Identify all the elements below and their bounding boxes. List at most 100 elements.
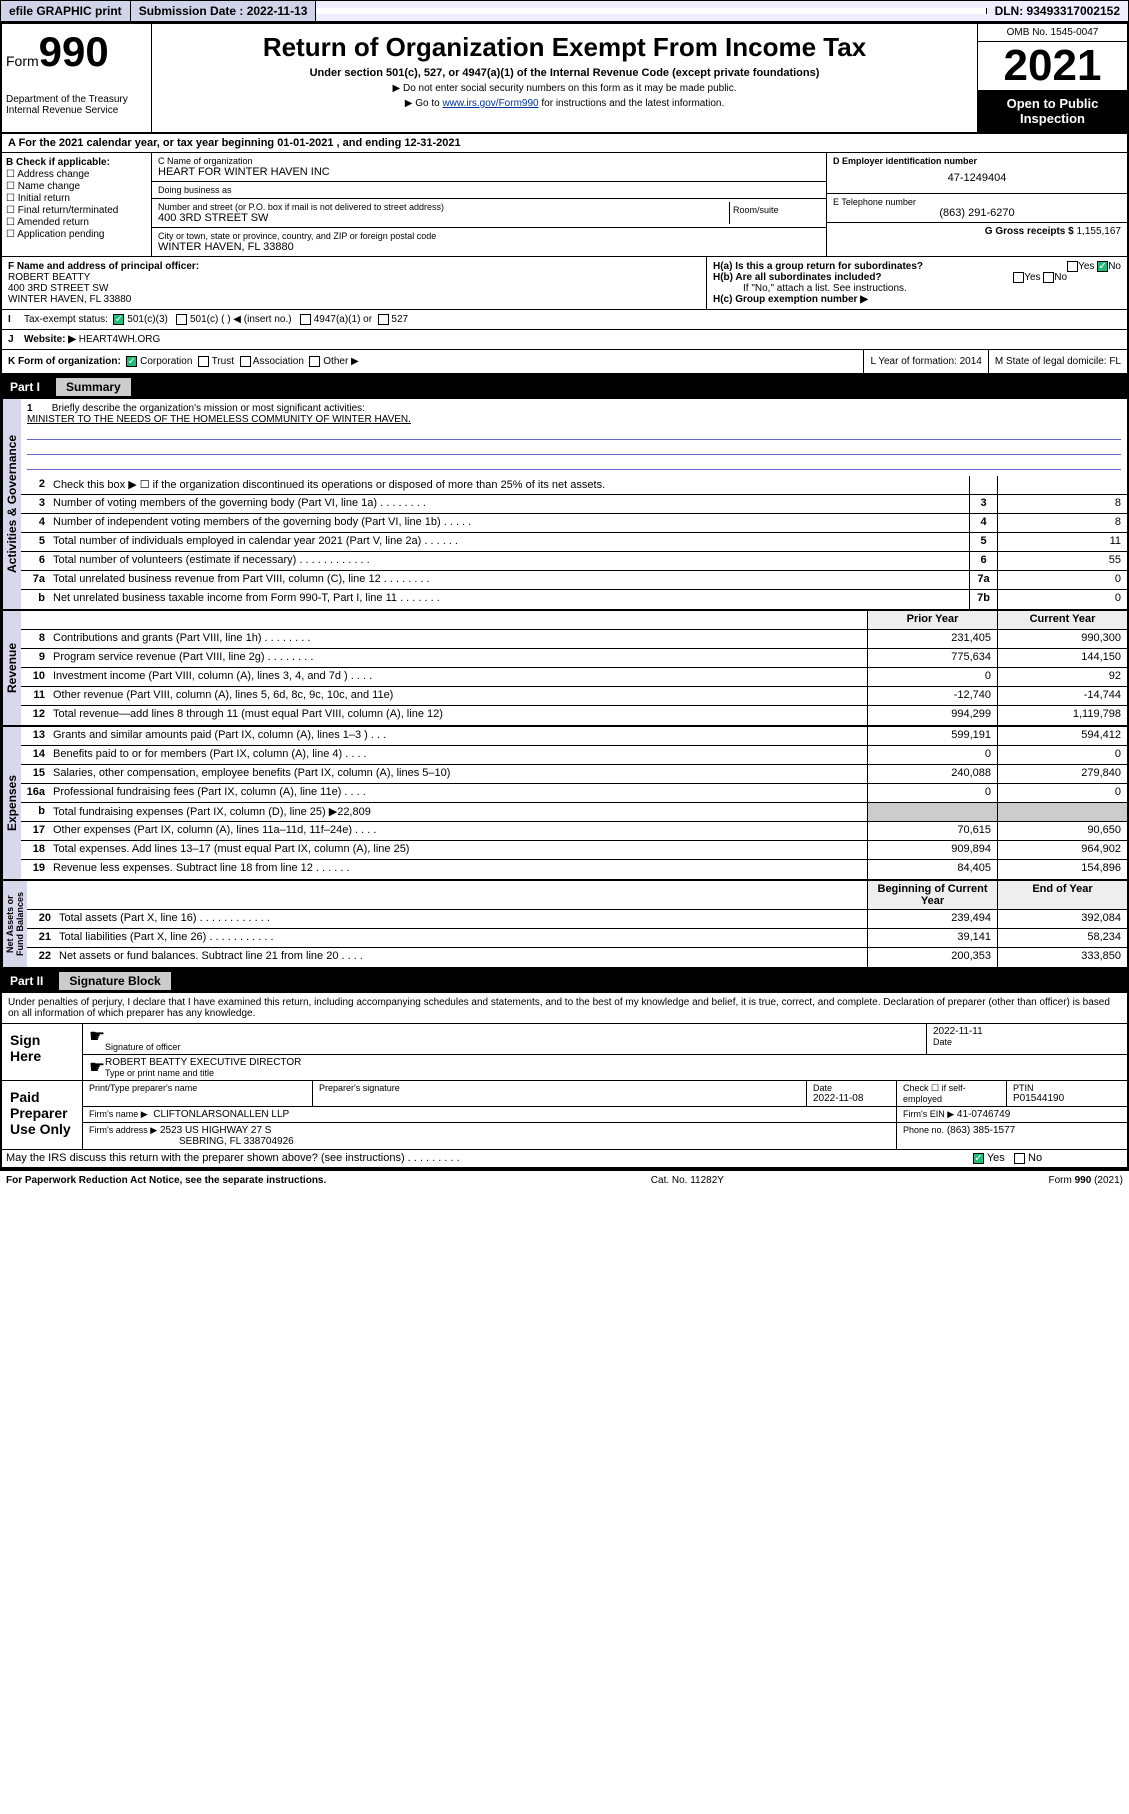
chk-initial[interactable]: Initial return (6, 193, 147, 204)
vtab-ag: Activities & Governance (2, 399, 21, 609)
officer-typed: ROBERT BEATTY EXECUTIVE DIRECTOR (105, 1057, 1121, 1068)
col-de: D Employer identification number 47-1249… (827, 153, 1127, 256)
gross-lbl: G Gross receipts $ (985, 226, 1077, 237)
footer: For Paperwork Reduction Act Notice, see … (0, 1171, 1129, 1190)
part2-hdr: Part II Signature Block (2, 969, 1127, 993)
line-b: bTotal fundraising expenses (Part IX, co… (21, 803, 1127, 822)
form-header: Form990 Department of the Treasury Inter… (2, 24, 1127, 134)
paid-prep-row: Paid Preparer Use Only Print/Type prepar… (2, 1081, 1127, 1150)
hb-no-box[interactable] (1043, 272, 1054, 283)
527-box[interactable] (378, 314, 389, 325)
city-lbl: City or town, state or province, country… (158, 231, 820, 241)
sig-officer-lbl: Signature of officer (105, 1042, 920, 1052)
ha-yes-box[interactable] (1067, 261, 1078, 272)
line-20: 20Total assets (Part X, line 16) . . . .… (27, 910, 1127, 929)
line-16a: 16aProfessional fundraising fees (Part I… (21, 784, 1127, 803)
ha-lbl: H(a) Is this a group return for subordin… (713, 261, 923, 272)
topbar-spacer (316, 8, 986, 14)
k-lbl: K Form of organization: (8, 356, 121, 367)
form-title: Return of Organization Exempt From Incom… (156, 32, 973, 63)
entity-block: B Check if applicable: Address change Na… (2, 153, 1127, 257)
k-trust-box[interactable] (198, 356, 209, 367)
form-ref: Form 990 (2021) (1049, 1175, 1123, 1186)
header-left: Form990 Department of the Treasury Inter… (2, 24, 152, 132)
chk-address[interactable]: Address change (6, 169, 147, 180)
ha-no-box[interactable] (1097, 261, 1108, 272)
sec-expenses: Expenses 13Grants and similar amounts pa… (2, 727, 1127, 881)
row-j: J Website: ▶ HEART4WH.ORG (2, 330, 1127, 350)
sig-date-lbl: Date (933, 1037, 1121, 1047)
sig-intro: Under penalties of perjury, I declare th… (2, 993, 1127, 1024)
city: WINTER HAVEN, FL 33880 (158, 241, 820, 253)
501c3-box[interactable] (113, 314, 124, 325)
line-11: 11Other revenue (Part VIII, column (A), … (21, 687, 1127, 706)
chk-final[interactable]: Final return/terminated (6, 205, 147, 216)
na-hdr: Beginning of Current Year End of Year (27, 881, 1127, 910)
room-lbl: Room/suite (730, 202, 820, 224)
org-name-lbl: C Name of organization (158, 156, 820, 166)
org-name: HEART FOR WINTER HAVEN INC (158, 166, 820, 178)
chk-name[interactable]: Name change (6, 181, 147, 192)
chk-amended[interactable]: Amended return (6, 217, 147, 228)
line-17: 17Other expenses (Part IX, column (A), l… (21, 822, 1127, 841)
line-5: 5Total number of individuals employed in… (21, 533, 1127, 552)
vtab-exp: Expenses (2, 727, 21, 879)
sec-revenue: Revenue Prior Year Current Year 8Contrib… (2, 611, 1127, 727)
form-990: Form990 Department of the Treasury Inter… (0, 22, 1129, 1171)
hb-note: If "No," attach a list. See instructions… (713, 283, 1121, 294)
line-2: 2Check this box ▶ ☐ if the organization … (21, 476, 1127, 495)
irs-yes-box[interactable] (973, 1153, 984, 1164)
4947-box[interactable] (300, 314, 311, 325)
chk-pending[interactable]: Application pending (6, 229, 147, 240)
paid-prep-lbl: Paid Preparer Use Only (2, 1081, 82, 1149)
part1-hdr: Part I Summary (2, 375, 1127, 399)
submission-date: Submission Date : 2022-11-13 (131, 1, 317, 21)
line-10: 10Investment income (Part VIII, column (… (21, 668, 1127, 687)
dba-lbl: Doing business as (158, 185, 820, 195)
pra-notice: For Paperwork Reduction Act Notice, see … (6, 1175, 326, 1186)
line-7a: 7aTotal unrelated business revenue from … (21, 571, 1127, 590)
hc-lbl: H(c) Group exemption number ▶ (713, 294, 868, 305)
line-13: 13Grants and similar amounts paid (Part … (21, 727, 1127, 746)
l-year: L Year of formation: 2014 (864, 350, 988, 373)
line-15: 15Salaries, other compensation, employee… (21, 765, 1127, 784)
dln: DLN: 93493317002152 (987, 1, 1128, 21)
header-right: OMB No. 1545-0047 2021 Open to Public In… (977, 24, 1127, 132)
ein-lbl: D Employer identification number (833, 156, 1121, 166)
officer-name: ROBERT BEATTY (8, 272, 700, 283)
addr-lbl: Number and street (or P.O. box if mail i… (158, 202, 729, 212)
street: 400 3RD STREET SW (158, 212, 729, 224)
irs-no-box[interactable] (1014, 1153, 1025, 1164)
efile-btn[interactable]: efile GRAPHIC print (1, 1, 131, 21)
mission-txt: MINISTER TO THE NEEDS OF THE HOMELESS CO… (27, 414, 411, 425)
note-ssn: Do not enter social security numbers on … (156, 83, 973, 94)
line-6: 6Total number of volunteers (estimate if… (21, 552, 1127, 571)
may-irs-row: May the IRS discuss this return with the… (2, 1150, 1127, 1169)
sec-activities: Activities & Governance 1 Briefly descri… (2, 399, 1127, 611)
col-b-hdr: B Check if applicable: (6, 157, 147, 168)
k-other-box[interactable] (309, 356, 320, 367)
line-19: 19Revenue less expenses. Subtract line 1… (21, 860, 1127, 879)
sig-date: 2022-11-11 (933, 1026, 1121, 1037)
rev-hdr: Prior Year Current Year (21, 611, 1127, 630)
row-i: I Tax-exempt status: 501(c)(3) 501(c) ( … (2, 310, 1127, 330)
line-21: 21Total liabilities (Part X, line 26) . … (27, 929, 1127, 948)
501c-box[interactable] (176, 314, 187, 325)
ein: 47-1249404 (833, 166, 1121, 190)
officer-addr1: 400 3RD STREET SW (8, 283, 700, 294)
gross-val: 1,155,167 (1077, 226, 1122, 237)
line-3: 3Number of voting members of the governi… (21, 495, 1127, 514)
line-8: 8Contributions and grants (Part VIII, li… (21, 630, 1127, 649)
f-lbl: F Name and address of principal officer: (8, 261, 700, 272)
irs-link[interactable]: www.irs.gov/Form990 (442, 98, 538, 109)
hb-yes-box[interactable] (1013, 272, 1024, 283)
sign-here-row: Sign Here ☛ Signature of officer 2022-11… (2, 1024, 1127, 1081)
vtab-rev: Revenue (2, 611, 21, 725)
k-assoc-box[interactable] (240, 356, 251, 367)
k-corp-box[interactable] (126, 356, 137, 367)
sec-netassets: Net Assets or Fund Balances Beginning of… (2, 881, 1127, 969)
fh-row: F Name and address of principal officer:… (2, 257, 1127, 310)
line-22: 22Net assets or fund balances. Subtract … (27, 948, 1127, 967)
line-12: 12Total revenue—add lines 8 through 11 (… (21, 706, 1127, 725)
line-9: 9Program service revenue (Part VIII, lin… (21, 649, 1127, 668)
